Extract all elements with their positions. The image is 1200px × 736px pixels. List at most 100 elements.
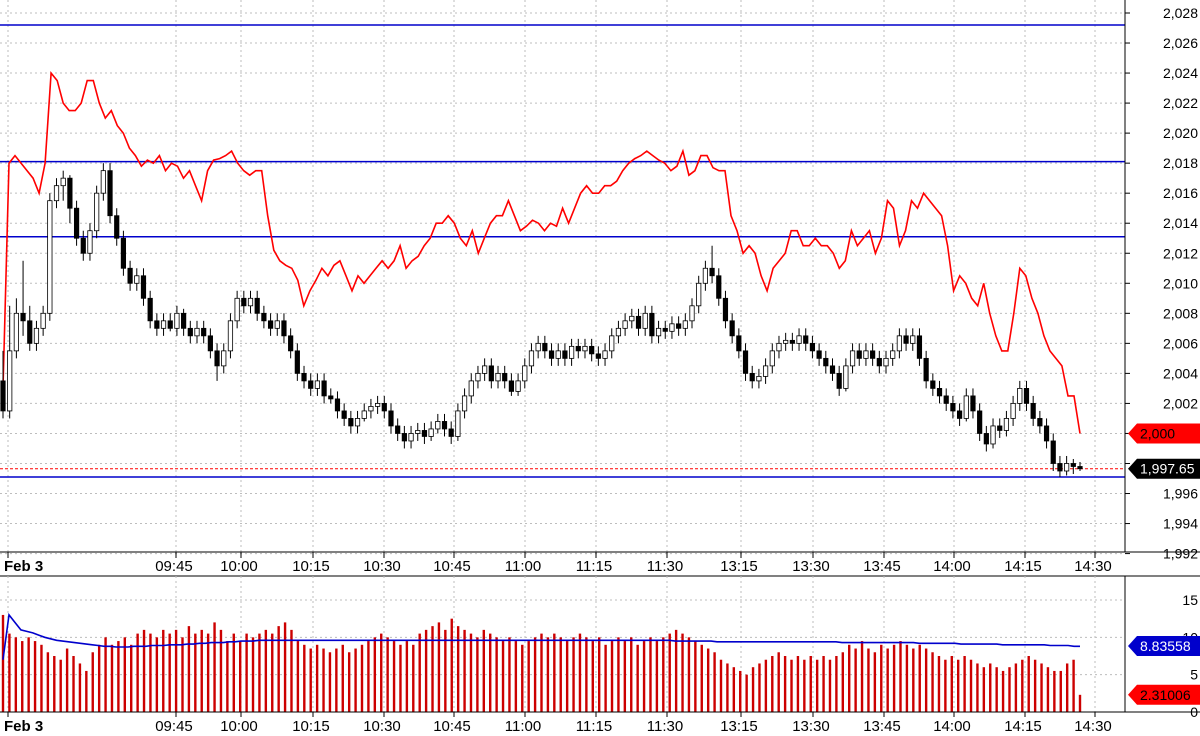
candle-body <box>883 357 889 367</box>
price-y-tick-label: 2,006 <box>1163 335 1198 351</box>
volume-bar <box>46 652 50 712</box>
candle-body <box>903 335 909 344</box>
price-line-series <box>2 71 1081 434</box>
candle-body <box>890 350 896 359</box>
volume-bar <box>880 644 883 712</box>
candle-body <box>970 395 976 412</box>
candle-body <box>261 312 267 322</box>
volume-bar <box>610 641 614 712</box>
volume-bar <box>674 629 678 712</box>
price-y-tick-label: 2,010 <box>1163 275 1198 291</box>
volume-bar <box>328 652 332 712</box>
volume-bar <box>591 641 594 712</box>
volume-bar <box>687 637 691 712</box>
volume-bar <box>783 656 787 712</box>
candle-body <box>428 428 434 437</box>
volume-bar <box>283 622 287 712</box>
volume-bar <box>91 652 94 712</box>
candle-body <box>401 433 407 442</box>
volume-bar <box>444 629 447 712</box>
volume-bar <box>226 641 229 712</box>
candle-body <box>749 372 755 382</box>
volume-bar <box>78 663 82 712</box>
candle-body <box>569 345 575 359</box>
price-panel: 1,9921,9941,9961,9982,0002,0022,0042,006… <box>0 0 1200 577</box>
price-x-tick-label: Feb 3 <box>4 558 43 575</box>
volume-bar <box>982 667 986 712</box>
volume-bar <box>373 637 377 712</box>
candle-body <box>301 372 307 382</box>
volume-bar <box>424 629 428 712</box>
volume-bar <box>745 674 748 712</box>
candle-body <box>321 380 327 397</box>
candle-body <box>956 410 963 419</box>
volume-bar <box>540 633 543 712</box>
volume-bar <box>181 637 184 712</box>
volume-x-tick-label: 14:00 <box>933 718 971 735</box>
volume-bar <box>1059 670 1062 712</box>
candle-body <box>1043 425 1050 442</box>
volume-bar <box>469 633 473 712</box>
candle-body <box>87 230 93 254</box>
candle-body <box>495 372 501 382</box>
candle-body <box>602 350 608 359</box>
volume-bar <box>123 637 127 712</box>
volume-bar <box>1001 670 1005 712</box>
volume-bar <box>1078 694 1082 712</box>
volume-bar <box>296 641 300 712</box>
volume-bar <box>809 656 812 712</box>
volume-bar <box>905 644 909 712</box>
price-x-tick-label: 10:00 <box>220 558 258 575</box>
volume-bar <box>790 659 793 712</box>
candle-body <box>328 395 334 400</box>
volume-bar <box>1 614 5 712</box>
volume-bar <box>1027 656 1030 712</box>
volume-bar <box>565 641 569 712</box>
volume-x-tick-label: 13:45 <box>863 718 901 735</box>
volume-bar <box>508 637 511 712</box>
volume-bar <box>405 641 409 712</box>
candle-body <box>201 327 207 337</box>
volume-bar <box>72 656 75 712</box>
volume-bar <box>142 629 146 712</box>
volume-tag-last-label: 2.31006 <box>1140 687 1191 703</box>
price-y-tick-label: 2,012 <box>1163 245 1198 261</box>
candle-body <box>134 275 140 284</box>
candle-body <box>127 267 133 284</box>
volume-bar <box>630 637 633 712</box>
candle-body <box>876 357 882 367</box>
price-tag-last: 1,997.65 <box>1128 458 1200 479</box>
candle-body <box>762 365 769 377</box>
volume-bar <box>187 626 191 712</box>
volume-bar <box>969 659 973 712</box>
candle-body <box>1064 463 1070 472</box>
volume-bar <box>899 641 902 712</box>
price-x-tick-label: 10:15 <box>292 558 330 575</box>
candle-body <box>789 339 795 344</box>
volume-bar <box>476 637 479 712</box>
volume-bar <box>815 659 819 712</box>
candle-body <box>950 403 956 412</box>
volume-bar <box>206 633 210 712</box>
candle-body <box>542 342 548 352</box>
volume-bar <box>130 644 133 712</box>
candle-body <box>716 275 722 299</box>
volume-bar <box>162 629 165 712</box>
volume-bar <box>950 656 953 712</box>
volume-bar <box>521 644 524 712</box>
volume-bar <box>662 637 665 712</box>
candle-body <box>455 410 461 437</box>
volume-bar <box>315 644 319 712</box>
candle-body <box>415 430 421 434</box>
candle-body <box>609 335 615 352</box>
volume-bar <box>578 633 582 712</box>
volume-bar <box>117 641 120 712</box>
price-y-tick-label: 2,028 <box>1163 5 1198 21</box>
volume-bar <box>726 663 729 712</box>
price-y-tick-label: 2,018 <box>1163 155 1198 171</box>
candle-body <box>80 237 86 254</box>
volume-bar <box>937 656 941 712</box>
candle-body <box>1070 463 1076 467</box>
candle-body <box>662 327 668 332</box>
